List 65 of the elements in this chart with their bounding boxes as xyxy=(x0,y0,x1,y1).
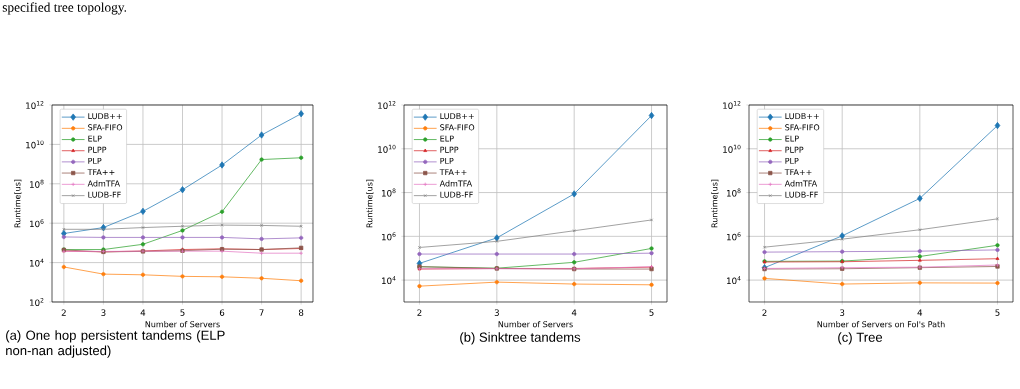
y-tick-label: 10$^{12}$ xyxy=(723,101,741,109)
y-tick-label: 10$^{6}$ xyxy=(30,219,44,228)
x-tick-label: 8 xyxy=(298,309,304,316)
x-tick-label: 5 xyxy=(649,309,654,316)
x-tick-label: 4 xyxy=(140,309,146,316)
x-tick-label: 2 xyxy=(61,309,66,316)
legend-label: AdmTFA xyxy=(784,180,818,187)
legend-label: PLPP xyxy=(440,146,459,153)
y-tick-label: 10$^{12}$ xyxy=(378,101,396,109)
legend-label: PLP xyxy=(88,157,102,164)
x-tick-label: 5 xyxy=(180,309,185,316)
x-tick-label: 6 xyxy=(219,309,225,316)
x-axis-title: Number of Servers xyxy=(498,321,573,328)
x-axis-title: Number of Servers on FoI's Path xyxy=(817,321,945,328)
x-tick-label: 5 xyxy=(995,309,1000,316)
legend-label: TFA++ xyxy=(87,169,115,175)
legend-label: SFA-FIFO xyxy=(88,124,123,131)
x-tick-label: 2 xyxy=(762,309,767,316)
y-axis-title: Runtime[us] xyxy=(14,179,22,228)
y-tick-label: 10$^{10}$ xyxy=(378,144,396,153)
legend-label: TFA++ xyxy=(439,169,467,175)
text: (a) One hop persistent tandems (ELP non-nan adjusted) xyxy=(6,330,225,358)
x-tick-label: 3 xyxy=(101,309,106,316)
y-tick-label: 10$^{4}$ xyxy=(727,276,741,285)
x-tick-label: 7 xyxy=(259,309,264,316)
legend-label: PLP xyxy=(785,157,799,164)
y-tick-label: 10$^{10}$ xyxy=(723,144,741,153)
y-tick-label: 10$^{8}$ xyxy=(30,179,44,188)
legend-label: PLP xyxy=(440,157,454,164)
text: (c) Tree xyxy=(838,332,883,345)
text: (b) Sinktree tandems xyxy=(460,332,581,345)
y-tick-label: 10$^{2}$ xyxy=(30,298,44,306)
x-tick-label: 4 xyxy=(571,309,577,316)
y-tick-label: 10$^{10}$ xyxy=(26,140,44,149)
legend-label: LUDB++ xyxy=(440,113,474,120)
x-tick-label: 3 xyxy=(840,309,845,316)
y-axis-title: Runtime[us] xyxy=(366,179,374,228)
x-tick-label: 3 xyxy=(494,309,499,316)
legend-label: PLPP xyxy=(785,146,804,153)
y-axis-title: Runtime[us] xyxy=(711,179,719,228)
legend-label: TFA++ xyxy=(784,169,812,175)
legend-label: ELP xyxy=(88,135,102,142)
x-tick-label: 2 xyxy=(417,309,422,316)
text: specified tree topology. xyxy=(2,2,127,15)
y-tick-label: 10$^{12}$ xyxy=(26,101,44,109)
y-tick-label: 10$^{4}$ xyxy=(30,258,44,267)
legend-label: ELP xyxy=(785,135,799,142)
legend-label: LUDB-FF xyxy=(785,191,818,198)
y-tick-label: 10$^{6}$ xyxy=(382,232,396,241)
y-tick-label: 10$^{8}$ xyxy=(382,188,396,197)
y-tick-label: 10$^{8}$ xyxy=(727,188,741,197)
legend-label: SFA-FIFO xyxy=(440,124,475,131)
legend-label: ELP xyxy=(440,135,454,142)
legend-label: SFA-FIFO xyxy=(785,124,820,131)
y-tick-label: 10$^{4}$ xyxy=(382,276,396,285)
legend-label: AdmTFA xyxy=(87,180,120,187)
legend-label: PLPP xyxy=(88,146,107,153)
legend-label: LUDB-FF xyxy=(88,191,121,198)
legend-label: LUDB++ xyxy=(88,113,122,120)
x-axis-title: Number of Servers xyxy=(145,321,220,328)
legend-label: AdmTFA xyxy=(439,180,473,187)
legend-label: LUDB++ xyxy=(785,113,819,120)
y-tick-label: 10$^{6}$ xyxy=(727,232,741,241)
x-tick-label: 4 xyxy=(917,309,923,316)
legend-label: LUDB-FF xyxy=(440,191,473,198)
